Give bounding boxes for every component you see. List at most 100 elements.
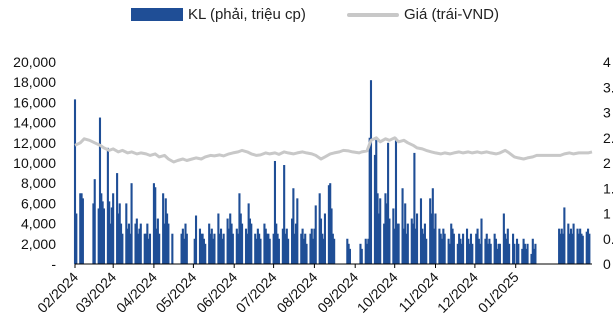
volume-bar [235,228,238,264]
volume-bar [294,223,298,264]
right-tick-label: 0 [603,256,611,272]
volume-bar [585,231,588,264]
volume-bar [137,233,140,264]
volume-bar [456,243,459,264]
volume-bar [512,233,515,264]
volume-bar [431,188,434,264]
volume-bar [504,233,507,264]
volume-bar [118,203,121,264]
volume-bar [476,228,479,264]
volume-bar [293,233,296,264]
volume-bar [523,243,526,264]
volume-bar [517,243,520,264]
left-tick-label: 14,000 [13,115,56,131]
x-tick-label: 02/2024 [34,269,81,316]
x-tick-label: 01/2025 [475,269,522,316]
volume-bar [487,243,490,264]
volume-bar [379,198,382,264]
volume-bar [525,248,528,264]
x-tick-label: 10/2024 [354,269,401,316]
left-tick-label: 12,000 [13,135,56,151]
volume-bar [497,243,500,264]
volume-bar [413,152,416,264]
volume-bar [258,233,261,264]
volume-bar [448,243,451,264]
volume-bar [383,223,386,264]
volume-bar [521,248,524,264]
volume-bar [397,223,400,264]
volume-bar [312,238,315,264]
volume-bar [376,193,379,264]
x-tick-label: 07/2024 [233,269,280,316]
volume-bar [443,233,446,264]
left-tick-label: 2,000 [21,236,56,252]
volume-bar [213,233,216,264]
volume-bar [108,201,111,264]
volume-bar [181,228,184,264]
volume-bar [387,142,390,264]
volume-bar [80,193,83,264]
volume-bar [143,233,146,264]
volume-bar [359,243,362,264]
volume-bar [471,243,474,264]
volume-bar [284,233,287,264]
volume-bar [505,238,508,264]
volume-bars [73,80,591,265]
volume-bar [394,137,398,264]
volume-bar [465,228,469,264]
volume-bar [305,243,308,264]
volume-bar [126,228,129,264]
volume-bar [440,238,444,264]
volume-bar [522,238,525,264]
volume-bar [451,228,454,264]
volume-bar [572,223,575,264]
x-tick-label: 08/2024 [273,269,320,316]
volume-bar [467,238,470,264]
volume-bar [502,213,505,264]
volume-bar [319,218,323,264]
volume-bar [183,238,186,264]
volume-bar [158,233,161,264]
volume-bar [167,223,170,264]
volume-bar [318,193,321,264]
volume-bar [116,173,119,264]
volume-bar [513,243,516,264]
volume-bar [296,198,299,264]
volume-bar [110,207,113,264]
volume-bar [526,243,529,264]
volume-bar [530,253,533,264]
volume-bar [438,228,441,264]
volume-bar [226,218,229,264]
volume-bar [309,233,312,264]
volume-bar [401,188,404,264]
volume-bar [212,238,215,264]
volume-bar [93,179,96,264]
volume-bar [210,228,213,264]
volume-bar [496,248,499,264]
volume-bar [180,233,183,264]
volume-bar [264,228,267,264]
volume-bar [81,198,84,264]
right-tick-label: 3 [603,105,611,121]
volume-bar [475,233,478,264]
volume-bar [202,238,205,264]
volume-bar [144,233,148,264]
volume-bar [238,193,241,264]
volume-bar [162,193,165,264]
volume-bar [414,228,417,264]
volume-bar [275,223,278,264]
volume-bar [313,228,316,264]
volume-bar [493,233,496,264]
volume-bar [421,228,424,264]
volume-bar [273,160,277,264]
volume-bar [208,223,211,264]
right-tick-label: 2.5 [603,130,613,146]
volume-bar [229,213,232,264]
volume-bar [119,223,123,264]
volume-bar [494,238,498,264]
left-tick-label: 18,000 [13,74,56,90]
volume-bar [460,243,463,264]
right-tick-label: 3.5 [603,79,613,95]
volume-bar [581,235,584,264]
